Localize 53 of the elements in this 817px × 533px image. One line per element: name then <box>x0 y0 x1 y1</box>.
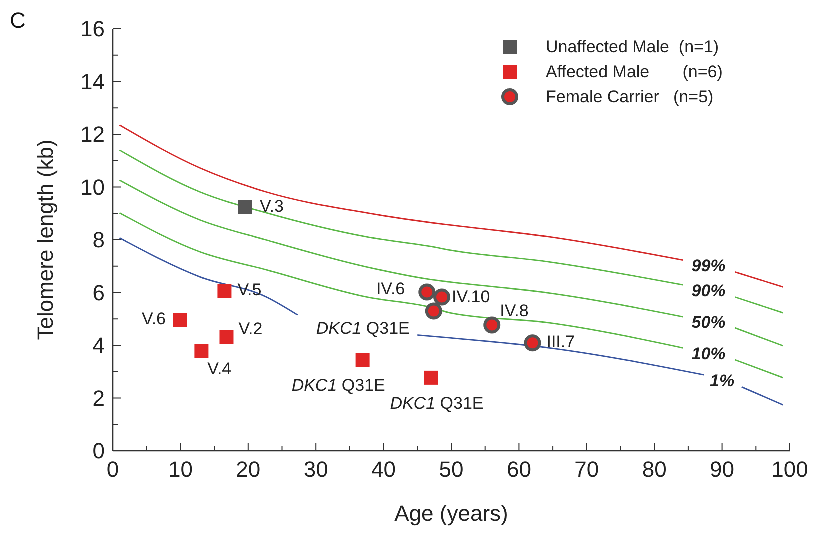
y-tick-label: 0 <box>92 438 105 464</box>
y-tick-label: 16 <box>80 16 105 42</box>
y-tick-label: 4 <box>92 333 105 358</box>
annotation: V.4 <box>208 360 232 379</box>
legend-label: Unaffected Male (n=1) <box>546 38 720 56</box>
y-tick-label: 12 <box>80 122 105 147</box>
annotation: IV.8 <box>500 302 529 321</box>
annotation: DKC1 Q31E <box>292 376 386 395</box>
y-tick-label: 10 <box>80 174 105 200</box>
point <box>425 302 442 320</box>
series-label: 1% <box>710 372 735 391</box>
annotation: DKC1 Q31E <box>316 318 410 338</box>
point <box>356 353 370 368</box>
series-label: 99% <box>692 256 726 276</box>
annotation: IV.6 <box>376 280 406 299</box>
legend-label: Female Carrier (n=5) <box>546 88 714 106</box>
point <box>238 200 252 214</box>
x-tick-label: 50 <box>439 457 464 482</box>
annotation: V.6 <box>142 310 166 329</box>
x-tick-label: 30 <box>304 457 328 482</box>
x-tick-label: 40 <box>372 457 396 482</box>
x-tick-label: 60 <box>506 457 532 482</box>
x-tick-label: 10 <box>168 457 193 482</box>
series-label: 10% <box>692 344 726 364</box>
point <box>434 288 451 306</box>
x-axis-title: Age (years) <box>394 501 508 526</box>
y-axis-title: Telomere length (kb) <box>33 140 58 340</box>
point <box>418 284 436 301</box>
annotation: DKC1 Q31E <box>390 393 484 412</box>
y-tick-label: 2 <box>92 386 105 411</box>
x-tick-label: 100 <box>772 457 808 482</box>
annotation: IV.10 <box>452 288 490 307</box>
point <box>220 330 234 344</box>
legend-label: Affected Male (n=6) <box>546 62 723 82</box>
point <box>218 284 232 298</box>
y-tick-label: 6 <box>92 280 105 306</box>
x-tick-label: 80 <box>642 457 667 482</box>
point <box>484 316 501 334</box>
point <box>524 334 542 352</box>
series-label: 50% <box>692 313 726 332</box>
y-tick-label: 8 <box>92 228 105 252</box>
x-tick-label: 70 <box>574 457 600 482</box>
annotation: V.2 <box>238 320 263 339</box>
x-tick-label: 20 <box>236 457 261 482</box>
x-tick-label: 90 <box>710 457 735 482</box>
series-label: 90% <box>692 282 726 301</box>
point <box>173 313 188 328</box>
text: C <box>10 8 26 33</box>
point <box>424 370 438 385</box>
annotation: V.3 <box>260 196 284 216</box>
y-tick-label: 14 <box>80 69 105 94</box>
annotation: III.7 <box>546 332 576 352</box>
point <box>194 344 209 358</box>
